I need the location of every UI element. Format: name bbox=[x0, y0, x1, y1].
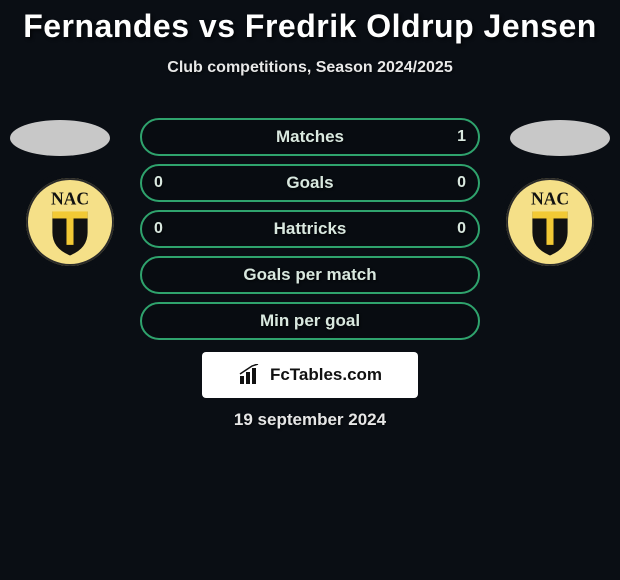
badge-text-left: NAC bbox=[51, 188, 89, 208]
date-label: 19 september 2024 bbox=[0, 410, 620, 430]
stat-right-value: 1 bbox=[457, 128, 466, 146]
player-avatar-right bbox=[510, 120, 610, 156]
page-subtitle: Club competitions, Season 2024/2025 bbox=[0, 59, 620, 77]
player-avatar-left bbox=[10, 120, 110, 156]
stat-left-value: 0 bbox=[154, 220, 163, 238]
stat-right-value: 0 bbox=[457, 174, 466, 192]
stats-list: Matches 1 0 Goals 0 0 Hattricks 0 Goals … bbox=[140, 118, 480, 348]
stat-right-value: 0 bbox=[457, 220, 466, 238]
stat-row-hattricks: 0 Hattricks 0 bbox=[140, 210, 480, 248]
stat-row-min-per-goal: Min per goal bbox=[140, 302, 480, 340]
stat-row-goals: 0 Goals 0 bbox=[140, 164, 480, 202]
stat-row-matches: Matches 1 bbox=[140, 118, 480, 156]
stat-label: Hattricks bbox=[274, 219, 347, 239]
page-title: Fernandes vs Fredrik Oldrup Jensen bbox=[0, 0, 620, 45]
stat-label: Matches bbox=[276, 127, 344, 147]
branding-box: FcTables.com bbox=[202, 352, 418, 398]
club-badge-left: NAC bbox=[20, 172, 120, 272]
chart-icon bbox=[238, 364, 264, 386]
stat-label: Min per goal bbox=[260, 311, 360, 331]
badge-text-right: NAC bbox=[531, 188, 569, 208]
stat-left-value: 0 bbox=[154, 174, 163, 192]
stat-label: Goals bbox=[286, 173, 333, 193]
branding-text: FcTables.com bbox=[270, 365, 382, 385]
stat-label: Goals per match bbox=[243, 265, 376, 285]
stat-row-goals-per-match: Goals per match bbox=[140, 256, 480, 294]
club-badge-right: NAC bbox=[500, 172, 600, 272]
